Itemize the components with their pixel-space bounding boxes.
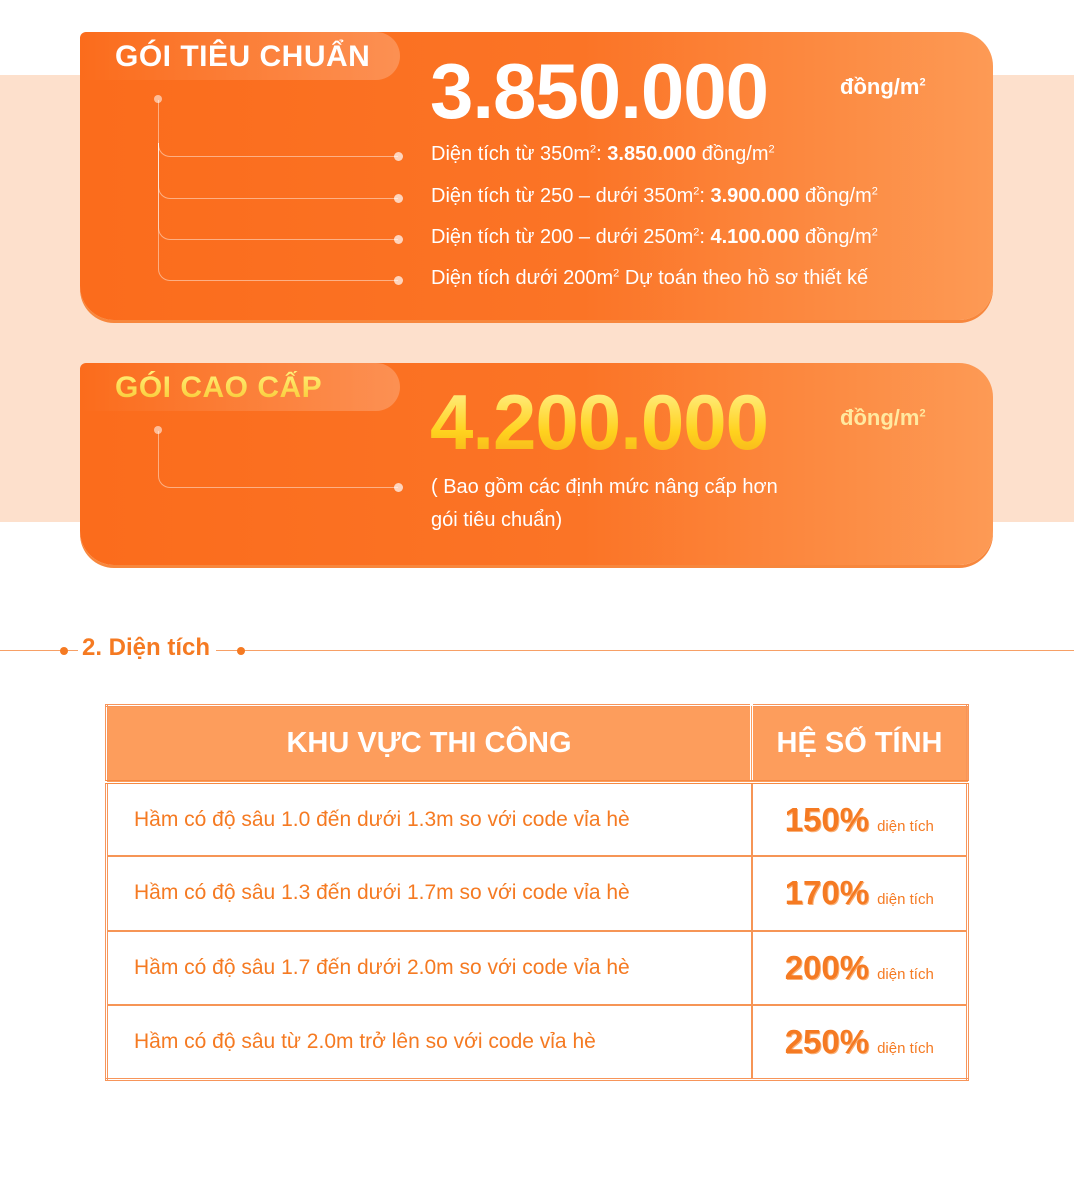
package-note: gói tiêu chuẩn) [431, 509, 563, 531]
section-divider [0, 650, 1074, 651]
column-header: HỆ SỐ TÍNH [751, 705, 968, 784]
price-unit: đồng/m2 [840, 74, 926, 99]
tree-line [158, 100, 159, 150]
price-item: Diện tích từ 200 – dưới 250m2: 4.100.000… [431, 226, 878, 248]
package-label-tab: GÓI TIÊU CHUẨN [80, 32, 400, 80]
price-item: Diện tích từ 250 – dưới 350m2: 3.900.000… [431, 185, 878, 207]
package-price: 4.200.000 [430, 378, 769, 466]
price-item: Diện tích từ 350m2: 3.850.000 đồng/m2 [431, 143, 775, 165]
price-item: Diện tích dưới 200m2 Dự toán theo hồ sơ … [431, 267, 869, 289]
table-row: Hầm có độ sâu từ 2.0m trở lên so với cod… [105, 1004, 969, 1081]
package-price: 3.850.000 [430, 47, 769, 135]
column-header: KHU VỰC THI CÔNG [106, 705, 753, 784]
premium-package-card: GÓI CAO CẤP 4.200.000 đồng/m2 ( Bao gồm … [80, 363, 993, 565]
table-row: Hầm có độ sâu 1.7 đến dưới 2.0m so với c… [105, 929, 969, 1007]
standard-package-card: GÓI TIÊU CHUẨN 3.850.000 đồng/m2 Diện tí… [80, 32, 993, 320]
tree-dot [154, 426, 162, 434]
table-row: Hầm có độ sâu 1.0 đến dưới 1.3m so với c… [105, 780, 969, 858]
table-header: KHU VỰC THI CÔNG HỆ SỐ TÍNH [106, 705, 968, 784]
package-label: GÓI TIÊU CHUẨN [115, 40, 371, 73]
price-unit: đồng/m2 [840, 405, 926, 430]
package-note: ( Bao gồm các định mức nâng cấp hơn [431, 476, 778, 498]
divider-dot [60, 647, 68, 655]
coefficient-table: KHU VỰC THI CÔNG HỆ SỐ TÍNH Hầm có độ sâ… [105, 704, 969, 1081]
tree-dot [154, 95, 162, 103]
divider-dot [237, 647, 245, 655]
table-row: Hầm có độ sâu 1.3 đến dưới 1.7m so với c… [105, 855, 969, 932]
package-label-tab: GÓI CAO CẤP [80, 363, 400, 411]
package-label: GÓI CAO CẤP [115, 371, 323, 404]
section-title: 2. Diện tích [78, 634, 217, 662]
